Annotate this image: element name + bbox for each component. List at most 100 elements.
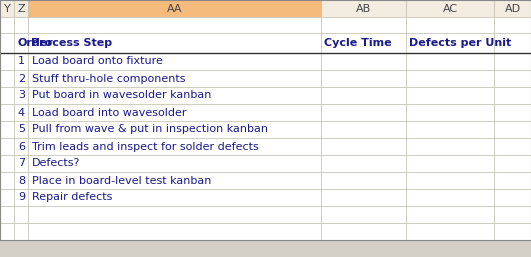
Bar [494, 189, 531, 206]
Text: Place in board-level test kanban: Place in board-level test kanban [32, 176, 211, 186]
Bar [494, 138, 531, 155]
Bar [14, 155, 28, 172]
Bar [494, 0, 531, 17]
Bar [0, 189, 14, 206]
Text: Defects per Unit: Defects per Unit [409, 38, 511, 48]
Text: 3: 3 [18, 90, 25, 100]
Bar [28, 70, 321, 87]
Text: Pull from wave & put in inspection kanban: Pull from wave & put in inspection kanba… [32, 124, 268, 134]
Text: AC: AC [442, 4, 458, 14]
Text: 9: 9 [18, 192, 25, 203]
Bar [321, 172, 406, 189]
Text: Put board in wavesolder kanban: Put board in wavesolder kanban [32, 90, 211, 100]
Bar [406, 33, 494, 53]
Bar [28, 104, 321, 121]
Bar [14, 104, 28, 121]
Bar [406, 155, 494, 172]
Bar [28, 53, 321, 70]
Bar [321, 121, 406, 138]
Bar [494, 206, 531, 223]
Text: Repair defects: Repair defects [32, 192, 113, 203]
Bar [321, 138, 406, 155]
Bar [14, 0, 28, 17]
Bar [494, 17, 531, 33]
Bar [28, 206, 321, 223]
Bar [0, 70, 14, 87]
Text: 5: 5 [18, 124, 25, 134]
Bar [14, 121, 28, 138]
Bar [14, 17, 28, 33]
Text: Z: Z [17, 4, 25, 14]
Bar [14, 53, 28, 70]
Bar [494, 223, 531, 240]
Bar [406, 0, 494, 17]
Bar [0, 223, 14, 240]
Bar [406, 206, 494, 223]
Bar [0, 53, 14, 70]
Bar [406, 223, 494, 240]
Bar [494, 104, 531, 121]
Text: Trim leads and inspect for solder defects: Trim leads and inspect for solder defect… [32, 142, 259, 151]
Bar [494, 155, 531, 172]
Bar [28, 87, 321, 104]
Bar [28, 155, 321, 172]
Bar [0, 121, 14, 138]
Bar [406, 189, 494, 206]
Bar [494, 172, 531, 189]
Text: AB: AB [356, 4, 371, 14]
Bar [28, 172, 321, 189]
Bar [0, 17, 14, 33]
Bar [406, 87, 494, 104]
Bar [14, 172, 28, 189]
Text: Cycle Time: Cycle Time [324, 38, 392, 48]
Bar [321, 155, 406, 172]
Bar [14, 189, 28, 206]
Text: Y: Y [4, 4, 11, 14]
Bar [494, 121, 531, 138]
Text: Defects?: Defects? [32, 159, 80, 169]
Bar [28, 223, 321, 240]
Bar [321, 17, 406, 33]
Bar [321, 70, 406, 87]
Bar [406, 70, 494, 87]
Bar [321, 189, 406, 206]
Bar [28, 189, 321, 206]
Bar [321, 206, 406, 223]
Bar [14, 33, 28, 53]
Bar [406, 104, 494, 121]
Text: AA: AA [167, 4, 182, 14]
Text: 2: 2 [18, 74, 25, 84]
Bar [321, 0, 406, 17]
Bar [494, 53, 531, 70]
Bar [321, 87, 406, 104]
Text: Load board onto fixture: Load board onto fixture [32, 57, 163, 67]
Bar [0, 33, 14, 53]
Bar [0, 138, 14, 155]
Text: 4: 4 [18, 107, 25, 117]
Bar [14, 87, 28, 104]
Bar [321, 33, 406, 53]
Bar [406, 172, 494, 189]
Bar [406, 138, 494, 155]
Text: AD: AD [504, 4, 520, 14]
Bar [28, 138, 321, 155]
Bar [494, 87, 531, 104]
Text: Order: Order [17, 38, 53, 48]
Bar [0, 104, 14, 121]
Bar [321, 223, 406, 240]
Bar [28, 17, 321, 33]
Bar [0, 155, 14, 172]
Text: 6: 6 [18, 142, 25, 151]
Bar [28, 121, 321, 138]
Bar [14, 206, 28, 223]
Text: Process Step: Process Step [31, 38, 112, 48]
Bar [321, 53, 406, 70]
Bar [494, 70, 531, 87]
Bar [0, 206, 14, 223]
Text: Stuff thru-hole components: Stuff thru-hole components [32, 74, 185, 84]
Bar [406, 53, 494, 70]
Bar [0, 87, 14, 104]
Bar [321, 104, 406, 121]
Bar [14, 138, 28, 155]
Bar [0, 0, 14, 17]
